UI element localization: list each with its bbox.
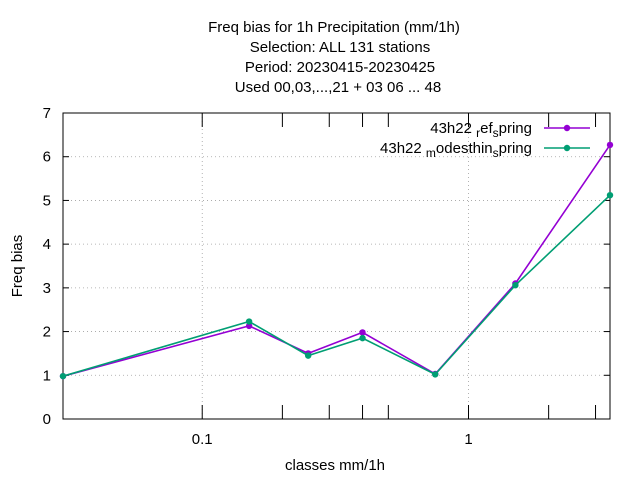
chart-title: Freq bias for 1h Precipitation (mm/1h) S…: [208, 19, 460, 96]
data-point: [512, 282, 519, 289]
y-tick-label: 3: [43, 280, 51, 297]
data-point: [304, 352, 312, 359]
y-tick-label: 2: [43, 324, 51, 341]
y-tick-label: 4: [43, 236, 51, 253]
data-point: [606, 141, 614, 149]
legend-label-1: 43h22 refspring: [430, 120, 532, 140]
series-line-2: [62, 194, 611, 377]
x-tick-label: 0.1: [192, 431, 213, 448]
series-lines: [59, 141, 614, 380]
axes: [62, 112, 611, 420]
data-point: [245, 322, 253, 330]
legend-marker-1: [563, 124, 571, 132]
y-tick-label: 5: [43, 192, 51, 209]
series-line-1: [62, 144, 611, 377]
title-line-4: Used 00,03,...,21 + 03 06 ... 48: [235, 79, 441, 96]
legend-label-2: 43h22 modesthinspring: [380, 140, 532, 160]
y-axis-label: Freq bias: [9, 235, 26, 298]
y-tick-label: 7: [43, 105, 51, 122]
y-tick-label: 0: [43, 411, 51, 428]
data-point: [606, 191, 614, 199]
title-line-1: Freq bias for 1h Precipitation (mm/1h): [208, 19, 460, 36]
plot-border: [62, 112, 611, 420]
data-point: [432, 371, 439, 378]
y-tick-label: 6: [43, 149, 51, 166]
title-line-2: Selection: ALL 131 stations: [250, 39, 430, 56]
grid: [63, 113, 610, 419]
data-point: [59, 372, 67, 380]
x-tick-label: 1: [464, 431, 472, 448]
title-line-3: Period: 20230415-20230425: [245, 59, 435, 76]
tick-labels: 0 1 2 3 4 5 6 7 0.1 1: [43, 105, 473, 448]
y-tick-label: 1: [43, 367, 51, 384]
legend-marker-2: [563, 144, 571, 152]
data-point: [245, 318, 253, 325]
data-point: [359, 329, 366, 336]
x-axis-label: classes mm/1h: [285, 457, 385, 474]
data-point: [359, 334, 366, 342]
